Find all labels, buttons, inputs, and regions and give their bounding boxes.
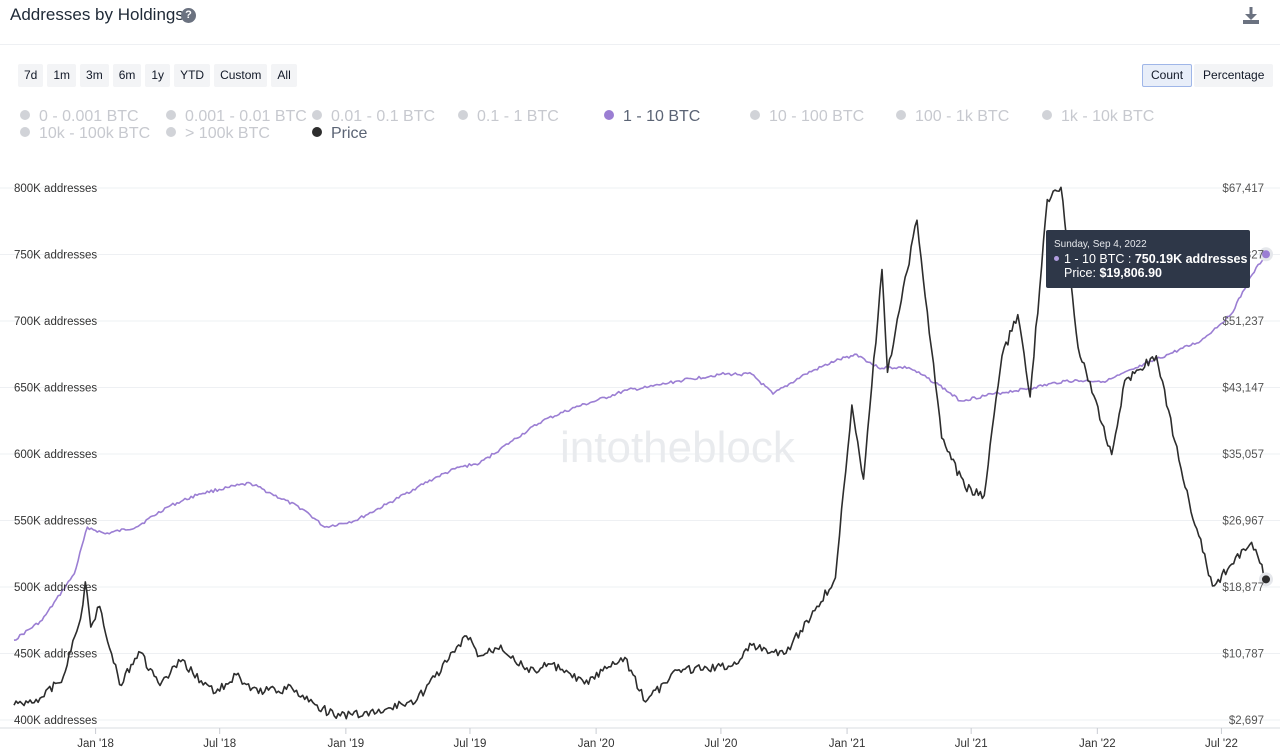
- y-left-tick-label: 650K addresses: [14, 383, 97, 395]
- range-custom-button[interactable]: Custom: [214, 64, 268, 87]
- legend-dot: [604, 110, 614, 120]
- legend-label: Price: [331, 125, 368, 142]
- x-tick-label: Jan '21: [829, 738, 866, 750]
- legend-dot: [312, 127, 322, 137]
- x-tick-label: Jul '20: [704, 738, 737, 750]
- legend-label: 10k - 100k BTC: [39, 125, 151, 142]
- tooltip-series-value: 750.19K addresses: [1134, 252, 1248, 266]
- legend-label: > 100k BTC: [185, 125, 270, 142]
- legend-dot: [166, 110, 176, 120]
- y-right-tick-label: $67,417: [1222, 183, 1264, 195]
- legend-label: 0 - 0.001 BTC: [39, 108, 139, 125]
- legend-label: 0.01 - 0.1 BTC: [331, 108, 436, 125]
- hover-tooltip: Sunday, Sep 4, 2022 1 - 10 BTC : 750.19K…: [1046, 230, 1250, 288]
- y-right-tick-label: $26,967: [1222, 516, 1264, 528]
- x-tick-label: Jan '18: [77, 738, 114, 750]
- tooltip-price-row: Price: $19,806.90: [1064, 266, 1162, 280]
- legend-item-100-1k-btc[interactable]: 100 - 1k BTC: [896, 108, 1009, 126]
- tooltip-series-dot: [1054, 256, 1059, 261]
- y-right-tick-label: $2,697: [1229, 715, 1264, 727]
- legend-label: 1k - 10k BTC: [1061, 108, 1155, 125]
- chart-plot[interactable]: intotheblock 400K addresses 450K addresse…: [0, 170, 1280, 756]
- x-tick-label: Jan '19: [327, 738, 364, 750]
- x-tick-label: Jul '21: [955, 738, 988, 750]
- legend-item-0-0.001-btc[interactable]: 0 - 0.001 BTC: [20, 108, 139, 126]
- legend-item-10k-100k-btc[interactable]: 10k - 100k BTC: [20, 125, 150, 143]
- legend-dot: [896, 110, 906, 120]
- x-tick-label: Jan '22: [1079, 738, 1116, 750]
- y-left-tick-label: 750K addresses: [14, 250, 97, 262]
- download-icon[interactable]: [1240, 5, 1262, 27]
- axis-labels: 400K addresses 450K addresses 500K address…: [14, 183, 1264, 750]
- legend-dot: [20, 127, 30, 137]
- y-right-tick-label: $51,237: [1222, 316, 1264, 328]
- legend-dot: [20, 110, 30, 120]
- hover-marker: [1262, 250, 1270, 259]
- range-ytd-button[interactable]: YTD: [174, 64, 211, 87]
- x-tick-label: Jul '19: [454, 738, 487, 750]
- legend-item-1-10-btc[interactable]: 1 - 10 BTC: [604, 108, 700, 126]
- hover-marker: [1262, 575, 1270, 584]
- legend-item-10-100-btc[interactable]: 10 - 100 BTC: [750, 108, 864, 126]
- legend-item-1k-10k-btc[interactable]: 1k - 10k BTC: [1042, 108, 1154, 126]
- legend-dot: [750, 110, 760, 120]
- y-left-tick-label: 450K addresses: [14, 649, 97, 661]
- legend-label: 10 - 100 BTC: [769, 108, 865, 125]
- range-selector: 7d 1m 3m 6m 1y YTD Custom All: [18, 64, 297, 87]
- price-series-line: [13, 186, 1267, 720]
- y-right-tick-label: $43,147: [1222, 383, 1264, 395]
- y-left-tick-label: 700K addresses: [14, 316, 97, 328]
- y-right-tick-label: $18,877: [1222, 582, 1264, 594]
- x-tick-label: Jul '22: [1205, 738, 1238, 750]
- legend-item-0.001-0.01-btc[interactable]: 0.001 - 0.01 BTC: [166, 108, 307, 126]
- header: Addresses by Holdings ?: [0, 0, 1280, 45]
- page-title: Addresses by Holdings: [10, 5, 184, 24]
- legend-dot: [458, 110, 468, 120]
- legend-dot: [166, 127, 176, 137]
- legend-dot: [312, 110, 322, 120]
- percentage-button[interactable]: Percentage: [1194, 64, 1274, 87]
- tooltip-series-row: 1 - 10 BTC : 750.19K addresses: [1054, 252, 1247, 266]
- legend-label: 100 - 1k BTC: [915, 108, 1010, 125]
- tooltip-series-label: 1 - 10 BTC :: [1064, 252, 1135, 266]
- range-3m-button[interactable]: 3m: [80, 64, 109, 87]
- tooltip-price-label: Price:: [1064, 266, 1100, 280]
- legend-dot: [1042, 110, 1052, 120]
- watermark-text: intotheblock: [560, 423, 796, 472]
- legend-label: 0.001 - 0.01 BTC: [185, 108, 307, 125]
- y-right-tick-label: $10,787: [1222, 649, 1264, 661]
- range-1y-button[interactable]: 1y: [145, 64, 171, 87]
- holdings-1-10-btc-series-line: [13, 253, 1267, 641]
- legend-item-price[interactable]: Price: [312, 125, 367, 143]
- range-7d-button[interactable]: 7d: [18, 64, 44, 87]
- y-left-tick-label: 600K addresses: [14, 449, 97, 461]
- series-layer: [13, 186, 1273, 720]
- x-tick-label: Jan '20: [578, 738, 615, 750]
- legend-item-over-100k-btc[interactable]: > 100k BTC: [166, 125, 270, 143]
- x-tick-label: Jul '18: [203, 738, 236, 750]
- range-all-button[interactable]: All: [271, 64, 297, 87]
- y-left-tick-label: 550K addresses: [14, 516, 97, 528]
- legend-item-0.01-0.1-btc[interactable]: 0.01 - 0.1 BTC: [312, 108, 435, 126]
- range-1m-button[interactable]: 1m: [47, 64, 77, 87]
- range-6m-button[interactable]: 6m: [112, 64, 142, 87]
- count-button[interactable]: Count: [1142, 64, 1193, 87]
- mode-selector: Count Percentage: [1142, 64, 1274, 87]
- y-left-tick-label: 400K addresses: [14, 715, 97, 727]
- legend-item-0.1-1-btc[interactable]: 0.1 - 1 BTC: [458, 108, 559, 126]
- y-left-tick-label: 500K addresses: [14, 582, 97, 594]
- tooltip-price-value: $19,806.90: [1099, 266, 1162, 280]
- legend-label: 1 - 10 BTC: [623, 108, 701, 125]
- question-circle-icon[interactable]: ?: [181, 8, 196, 23]
- y-right-tick-label: $35,057: [1222, 449, 1264, 461]
- legend-label: 0.1 - 1 BTC: [477, 108, 559, 125]
- y-left-tick-label: 800K addresses: [14, 183, 97, 195]
- tooltip-date: Sunday, Sep 4, 2022: [1054, 239, 1147, 250]
